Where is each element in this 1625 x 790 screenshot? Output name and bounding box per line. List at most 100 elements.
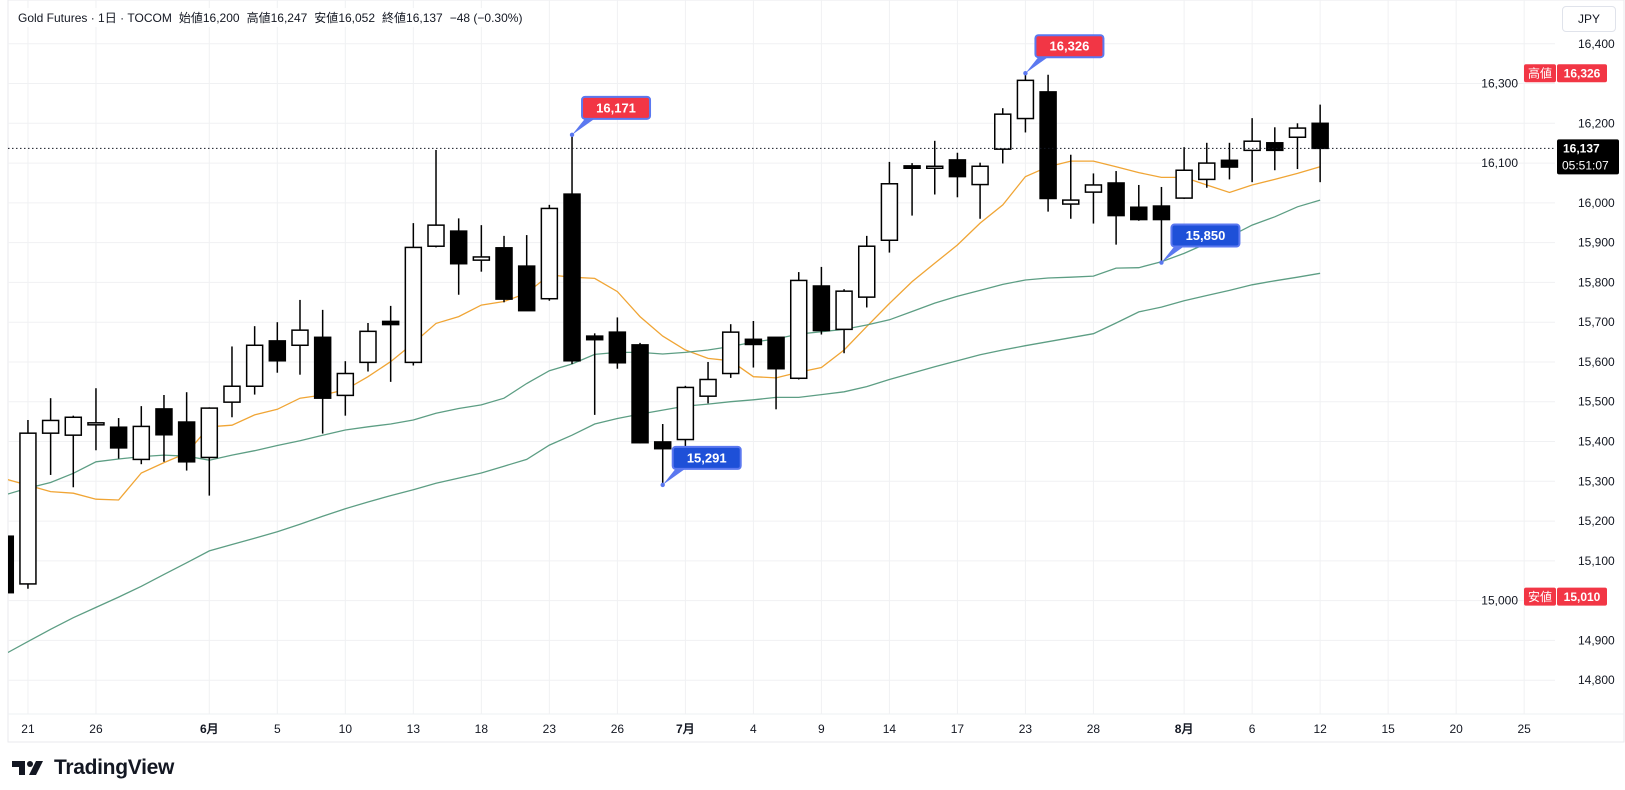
candle-down[interactable] — [903, 163, 921, 216]
candle-body — [789, 279, 808, 380]
candle-down[interactable] — [1220, 142, 1239, 180]
candle-down[interactable] — [812, 266, 831, 335]
candle-down[interactable] — [1039, 74, 1057, 212]
candle-down[interactable] — [109, 418, 128, 459]
candle-body — [699, 378, 717, 397]
candle-up[interactable] — [132, 406, 151, 465]
candle-up[interactable] — [994, 108, 1012, 164]
candle-down[interactable] — [155, 394, 173, 462]
candle-up[interactable] — [1198, 142, 1216, 188]
callout-anchor-dot — [1023, 70, 1028, 76]
candle-up[interactable] — [472, 225, 491, 272]
candle-up[interactable] — [925, 140, 944, 195]
candle-up[interactable] — [835, 289, 853, 354]
symbol-name[interactable]: Gold Futures — [18, 11, 88, 25]
candle-up[interactable] — [19, 420, 37, 589]
candle-down[interactable] — [449, 218, 468, 295]
candle-body — [767, 336, 785, 370]
candle-down[interactable] — [631, 342, 649, 444]
price-callout[interactable]: 16,326 — [1023, 34, 1105, 76]
candle-up[interactable] — [1084, 173, 1103, 224]
candle-up[interactable] — [87, 388, 105, 451]
time-tick-label: 13 — [407, 722, 421, 736]
candle-down[interactable] — [767, 336, 785, 410]
currency-button[interactable]: JPY — [1562, 6, 1616, 32]
candle-down[interactable] — [948, 152, 967, 198]
candle-body — [948, 159, 967, 178]
candle-up[interactable] — [404, 223, 423, 366]
price-callout[interactable]: 15,850 — [1159, 223, 1241, 265]
time-tick-label: 6 — [1249, 722, 1256, 736]
candle-down[interactable] — [381, 305, 400, 382]
time-tick-label: 12 — [1313, 722, 1327, 736]
high-marker-value: 16,326 — [1564, 67, 1601, 81]
candle-up[interactable] — [64, 415, 83, 488]
candle-body — [1243, 140, 1261, 152]
candle-up[interactable] — [291, 299, 309, 375]
candle-down[interactable] — [585, 333, 604, 415]
tradingview-logo[interactable]: TradingView — [12, 756, 174, 780]
price-axis[interactable]: 16,400 16,300 16,200 16,100 16,000 15,900 15,8… — [1481, 37, 1615, 687]
candle-body — [381, 320, 400, 326]
candle-up[interactable] — [245, 326, 264, 395]
candle-up[interactable] — [880, 161, 899, 253]
candle-up[interactable] — [721, 324, 740, 378]
candle-down[interactable] — [608, 317, 627, 369]
candle-up[interactable] — [41, 398, 60, 475]
candle-up[interactable] — [1016, 73, 1035, 133]
candle-down[interactable] — [1152, 186, 1171, 263]
candle-down[interactable] — [1266, 127, 1284, 171]
candle-body — [200, 407, 219, 459]
candle-up[interactable] — [200, 407, 219, 496]
last-price-value: 16,137 — [1563, 141, 1600, 155]
price-callout[interactable]: 15,291 — [660, 445, 742, 488]
interval[interactable]: 1日 — [98, 11, 117, 25]
time-axis[interactable]: 21 26 6月 5 10 13 18 23 26 7月 4 9 14 17 23 28 8月 6 12 15 20 25 — [21, 722, 1531, 736]
price-tick-label: 15,300 — [1578, 474, 1615, 488]
candle-down[interactable] — [517, 235, 536, 312]
candle-down[interactable] — [563, 134, 581, 364]
candle-down[interactable] — [653, 424, 672, 485]
candle-up[interactable] — [971, 162, 989, 219]
callout-box — [671, 445, 742, 470]
time-tick-label: 20 — [1449, 722, 1463, 736]
time-tick-label: 17 — [951, 722, 965, 736]
candle-up[interactable] — [540, 204, 559, 301]
candle-body — [676, 386, 695, 441]
candle-down[interactable] — [495, 235, 513, 303]
candle-up[interactable] — [1175, 147, 1193, 199]
high-marker-label: 高値 — [1528, 66, 1552, 81]
candle-up[interactable] — [359, 322, 377, 372]
last-price-box — [1557, 139, 1619, 175]
candle-down[interactable] — [177, 392, 196, 471]
candle-up[interactable] — [1243, 118, 1261, 183]
candle-up[interactable] — [427, 149, 445, 248]
time-tick-label: 18 — [475, 722, 489, 736]
candle-body — [903, 165, 921, 170]
candle-up[interactable] — [336, 361, 355, 416]
callout-box — [1034, 34, 1105, 59]
candle-up[interactable] — [699, 361, 717, 404]
price-callout[interactable]: 16,171 — [569, 95, 652, 138]
candle-up[interactable] — [223, 346, 241, 418]
time-tick-label: 23 — [543, 722, 557, 736]
candle-up[interactable] — [789, 272, 808, 380]
candle-up[interactable] — [676, 385, 695, 450]
price-tick-label: 15,000 — [1481, 594, 1518, 608]
candle-down[interactable] — [313, 309, 332, 434]
candle-body — [857, 245, 876, 298]
plot-area[interactable] — [0, 73, 1329, 654]
candle-up[interactable] — [1062, 154, 1080, 219]
candle-down[interactable] — [0, 533, 15, 597]
candle-down[interactable] — [744, 321, 763, 368]
candle-down[interactable] — [268, 322, 287, 373]
candle-down[interactable] — [1107, 171, 1125, 245]
candle-up[interactable] — [857, 235, 876, 308]
candle-body — [744, 338, 763, 346]
candle-up[interactable] — [1288, 123, 1307, 170]
candle-down[interactable] — [1130, 184, 1148, 221]
time-tick-label: 6月 — [200, 722, 219, 736]
time-tick-label: 21 — [21, 722, 35, 736]
callout-label: 15,291 — [687, 450, 727, 465]
